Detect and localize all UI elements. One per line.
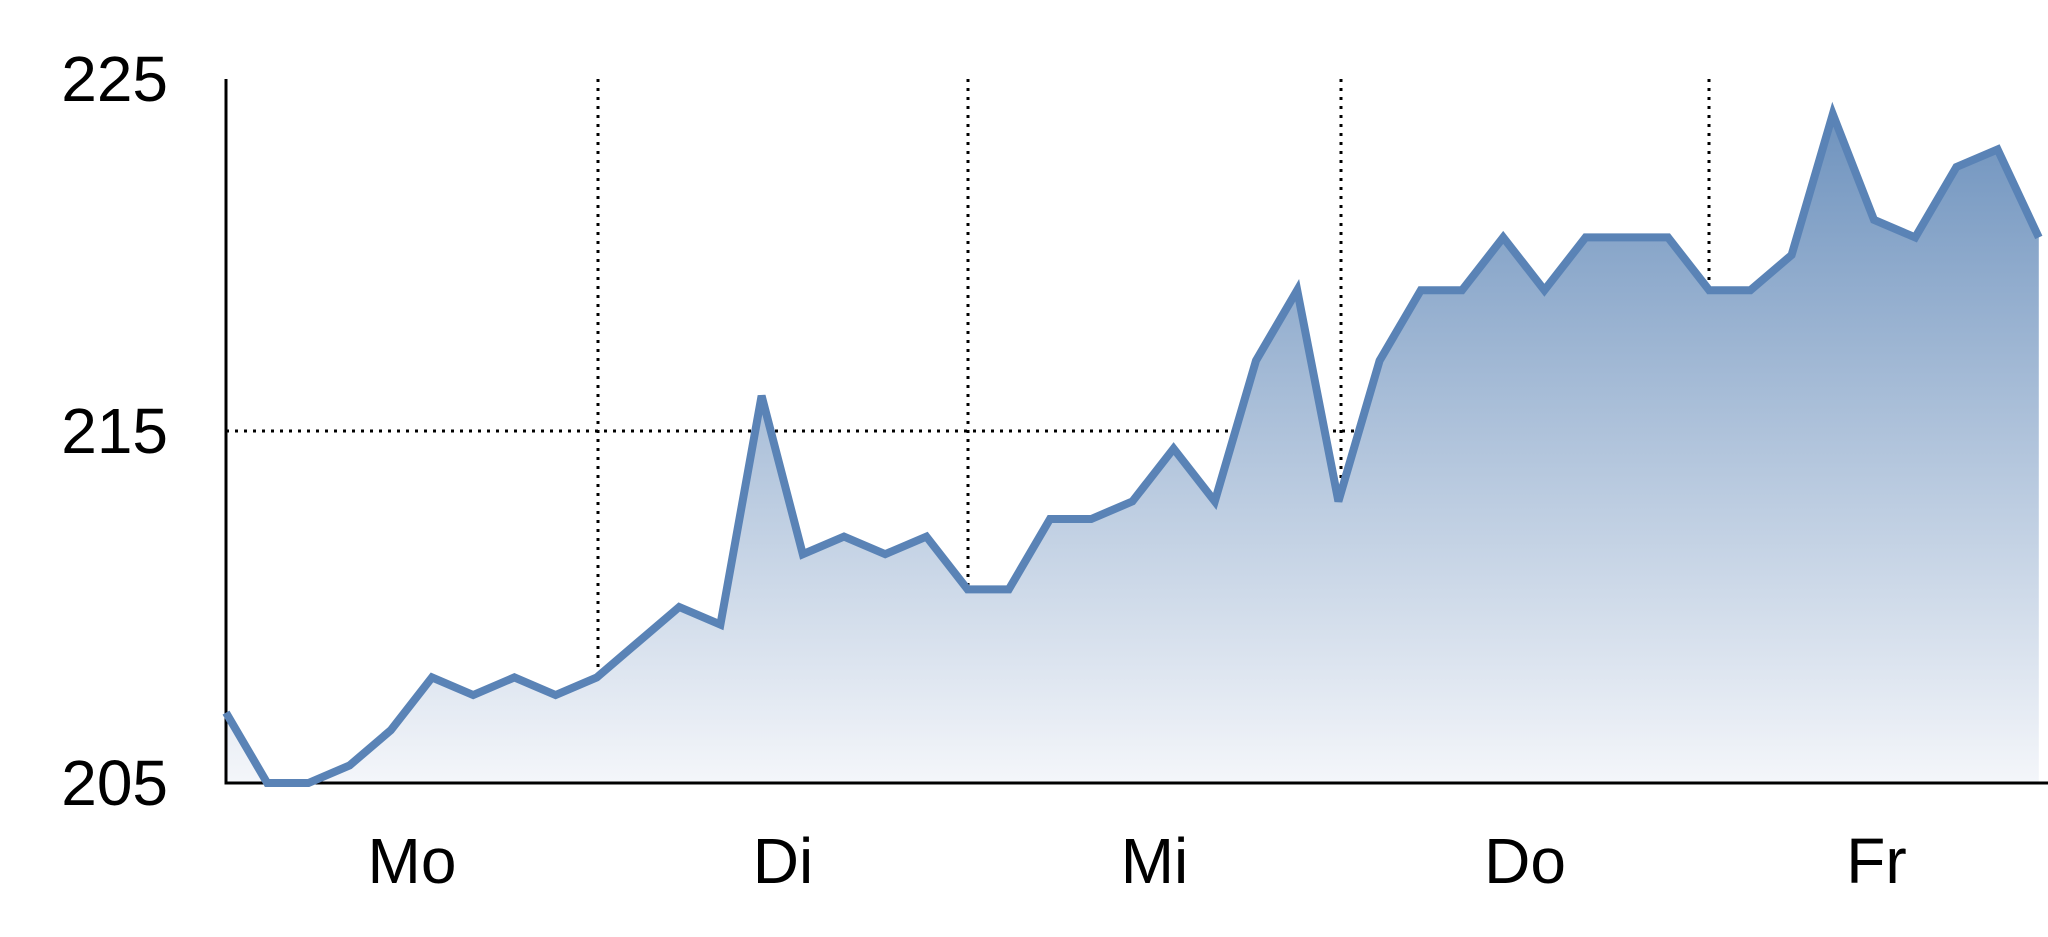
data-point	[469, 691, 477, 699]
data-point	[922, 533, 930, 541]
data-point	[304, 779, 312, 787]
data-point	[1540, 286, 1548, 294]
data-point	[1664, 233, 1672, 241]
data-point	[1376, 357, 1384, 365]
data-point	[1170, 445, 1178, 453]
y-tick-labels: 205 215 225	[61, 43, 168, 819]
data-point	[716, 621, 724, 629]
data-point	[593, 673, 601, 681]
data-point	[1128, 497, 1136, 505]
data-point	[1211, 497, 1219, 505]
series-line	[222, 101, 2043, 787]
data-point	[346, 761, 354, 769]
data-point	[1005, 585, 1013, 593]
data-point	[387, 726, 395, 734]
data-point	[1417, 286, 1425, 294]
data-point	[1746, 286, 1754, 294]
data-point	[1829, 110, 1837, 118]
data-point	[1499, 233, 1507, 241]
x-tick-label: Fr	[1846, 825, 1906, 897]
data-point	[2035, 233, 2043, 241]
data-point	[1788, 251, 1796, 259]
data-point	[510, 673, 518, 681]
data-point	[1252, 357, 1260, 365]
x-tick-label: Di	[753, 825, 813, 897]
data-point	[222, 709, 230, 717]
data-point	[428, 673, 436, 681]
data-point	[881, 550, 889, 558]
series-area	[226, 114, 2039, 783]
x-tick-label: Mo	[368, 825, 457, 897]
data-point	[1293, 286, 1301, 294]
data-point	[1334, 497, 1342, 505]
data-point	[1087, 515, 1095, 523]
data-point	[1870, 216, 1878, 224]
x-tick-labels: Mo Di Mi Do Fr	[368, 825, 1907, 897]
data-point	[1994, 145, 2002, 153]
data-point	[1911, 233, 1919, 241]
data-point	[634, 638, 642, 646]
data-point	[799, 550, 807, 558]
data-point	[675, 603, 683, 611]
data-point	[758, 392, 766, 400]
data-point	[1623, 233, 1631, 241]
y-tick-label: 205	[61, 747, 168, 819]
data-point	[552, 691, 560, 699]
y-tick-label: 215	[61, 395, 168, 467]
data-point	[840, 533, 848, 541]
data-point	[1458, 286, 1466, 294]
data-point	[1582, 233, 1590, 241]
data-point	[964, 585, 972, 593]
data-point	[1705, 286, 1713, 294]
x-tick-label: Mi	[1121, 825, 1189, 897]
data-point	[263, 779, 271, 787]
axes	[224, 79, 2048, 785]
y-tick-label: 225	[61, 43, 168, 115]
x-tick-label: Do	[1484, 825, 1566, 897]
data-point	[1046, 515, 1054, 523]
data-point	[1952, 163, 1960, 171]
